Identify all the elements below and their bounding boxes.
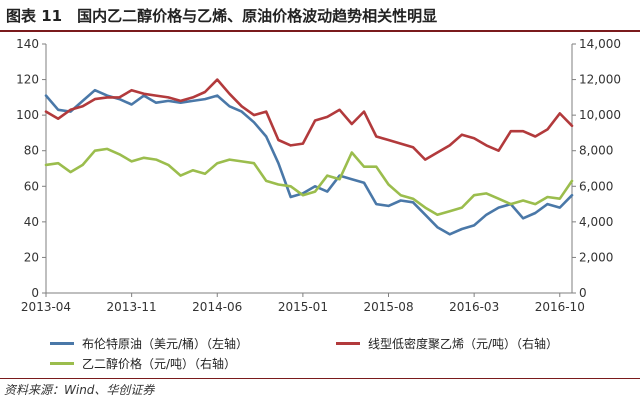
x-tick-label: 2015-08 — [363, 300, 413, 314]
legend-swatch-lldpe — [336, 341, 360, 345]
y-left-tick-label: 100 — [16, 108, 39, 122]
y-left-tick-label: 80 — [24, 144, 39, 158]
figure-title: 图表 11 国内乙二醇价格与乙烯、原油价格波动趋势相关性明显 — [6, 7, 438, 25]
legend-swatch-meg — [50, 361, 74, 365]
figure-title-bar: 图表 11 国内乙二醇价格与乙烯、原油价格波动趋势相关性明显 — [0, 0, 640, 32]
y-right-tick-label: 0 — [579, 286, 587, 300]
y-left-tick-label: 140 — [16, 37, 39, 51]
x-tick-label: 2016-03 — [449, 300, 499, 314]
title-rule — [0, 30, 640, 32]
y-left-tick-label: 120 — [16, 73, 39, 87]
legend-label-brent: 布伦特原油（美元/桶）（左轴） — [82, 336, 249, 351]
y-left-tick-label: 20 — [24, 250, 39, 264]
x-tick-label: 2016-10 — [535, 300, 585, 314]
legend-item-brent: 布伦特原油（美元/桶）（左轴） — [50, 334, 248, 352]
x-tick-label: 2013-04 — [21, 300, 71, 314]
y-right-tick-label: 4,000 — [579, 215, 613, 229]
chart-legend: 布伦特原油（美元/桶）（左轴） 线型低密度聚乙烯（元/吨）（右轴） 乙二醇价格（… — [0, 332, 640, 376]
legend-swatch-brent — [50, 341, 74, 345]
y-right-tick-label: 2,000 — [579, 250, 613, 264]
chart-area: 0 20 40 60 80 100 120 140 0 2,000 4,000 6,000 8,000 1… — [0, 32, 640, 332]
x-tick-label: 2014-06 — [192, 300, 242, 314]
y-left-tick-label: 0 — [31, 286, 39, 300]
line-chart: 0 20 40 60 80 100 120 140 0 2,000 4,000 6,000 8,000 1… — [16, 37, 621, 314]
legend-label-lldpe: 线型低密度聚乙烯（元/吨）（右轴） — [368, 336, 559, 351]
x-tick-label: 2015-01 — [278, 300, 328, 314]
series-line-brent — [44, 88, 574, 236]
series-line-meg — [44, 147, 574, 216]
x-tick-label: 2013-11 — [107, 300, 157, 314]
legend-item-meg: 乙二醇价格（元/吨）（右轴） — [50, 354, 236, 372]
y-right-tick-label: 10,000 — [579, 108, 621, 122]
y-left-tick-label: 40 — [24, 215, 39, 229]
series-line-lldpe — [44, 78, 574, 161]
legend-label-meg: 乙二醇价格（元/吨）（右轴） — [82, 356, 237, 371]
source-note: 资料来源：Wind、华创证券 — [4, 383, 155, 397]
y-right-tick-label: 12,000 — [579, 73, 621, 87]
y-right-tick-label: 8,000 — [579, 144, 613, 158]
y-right-tick-label: 14,000 — [579, 37, 621, 51]
source-rule — [0, 378, 640, 379]
y-right-tick-label: 6,000 — [579, 179, 613, 193]
legend-item-lldpe: 线型低密度聚乙烯（元/吨）（右轴） — [336, 334, 558, 352]
y-left-tick-label: 60 — [24, 179, 39, 193]
